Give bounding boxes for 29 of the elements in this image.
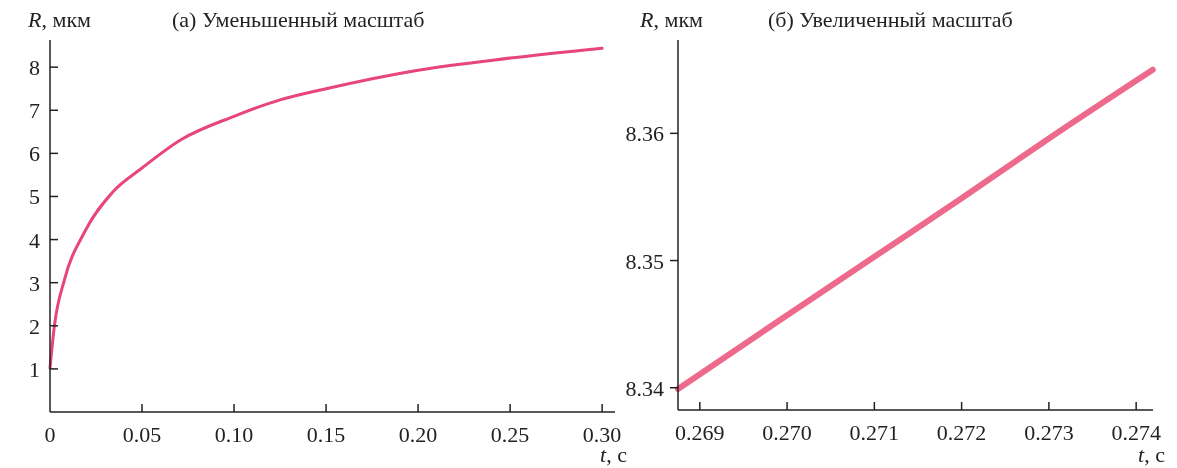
x-tick-label: 0.273 <box>1024 420 1074 445</box>
x-tick-label: 0.05 <box>122 422 162 447</box>
x-tick-label: 0.274 <box>1111 420 1161 445</box>
chart-title: (а) Уменьшенный масштаб <box>172 7 425 32</box>
y-tick-label: 4 <box>29 227 40 253</box>
x-tick-label: 0.271 <box>849 420 900 445</box>
y-tick-label: 1 <box>29 356 40 382</box>
x-axis-title: t, с <box>1138 442 1166 467</box>
y-tick-label: 5 <box>29 184 40 210</box>
x-tick-label: 0.25 <box>490 422 530 447</box>
x-tick-label: 0.270 <box>762 420 812 445</box>
x-tick-label: 0.269 <box>675 420 725 445</box>
x-tick-label: 0.20 <box>398 422 438 447</box>
line-series <box>48 46 604 370</box>
y-tick-label: 8 <box>29 55 40 81</box>
y-axis-title: R, мкм <box>639 7 704 32</box>
y-tick-label: 7 <box>29 98 40 124</box>
x-tick-label: 0.272 <box>936 420 987 445</box>
y-tick-label: 8.34 <box>625 375 664 401</box>
chart-title: (б) Увеличенный масштаб <box>768 7 1013 32</box>
y-axis-title: R, мкм <box>27 7 92 32</box>
y-tick-label: 8.35 <box>625 248 664 274</box>
y-tick-label: 3 <box>29 270 40 296</box>
x-tick-label: 0 <box>44 422 56 447</box>
y-tick-label: 6 <box>29 141 40 167</box>
y-tick-label: 8.36 <box>625 121 664 147</box>
y-tick-label: 2 <box>29 313 40 339</box>
x-tick-label: 0.15 <box>306 422 346 447</box>
x-tick-label: 0.10 <box>214 422 254 447</box>
